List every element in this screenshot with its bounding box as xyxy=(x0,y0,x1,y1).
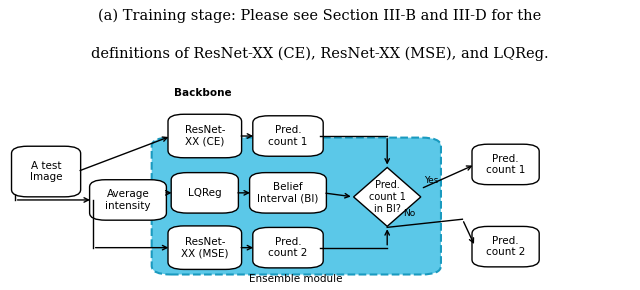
Text: (a) Training stage: Please see Section III-B and III-D for the: (a) Training stage: Please see Section I… xyxy=(99,9,541,23)
FancyBboxPatch shape xyxy=(152,137,441,274)
FancyBboxPatch shape xyxy=(250,173,326,213)
Text: No: No xyxy=(403,209,415,218)
Text: Pred.
count 1: Pred. count 1 xyxy=(268,125,308,147)
FancyBboxPatch shape xyxy=(12,146,81,197)
FancyBboxPatch shape xyxy=(172,173,239,213)
FancyBboxPatch shape xyxy=(253,227,323,268)
Text: Backbone: Backbone xyxy=(174,88,232,98)
FancyBboxPatch shape xyxy=(168,114,242,158)
Text: Belief
Interval (BI): Belief Interval (BI) xyxy=(257,182,319,204)
FancyBboxPatch shape xyxy=(168,226,242,269)
Polygon shape xyxy=(354,168,421,226)
FancyBboxPatch shape xyxy=(90,180,166,220)
FancyBboxPatch shape xyxy=(472,144,540,185)
Text: Pred.
count 1
in BI?: Pred. count 1 in BI? xyxy=(369,180,406,213)
Text: LQReg: LQReg xyxy=(188,188,221,198)
Text: ResNet-
XX (CE): ResNet- XX (CE) xyxy=(184,125,225,147)
FancyBboxPatch shape xyxy=(472,226,540,267)
Text: Pred.
count 1: Pred. count 1 xyxy=(486,154,525,175)
Text: Pred.
count 2: Pred. count 2 xyxy=(268,237,308,258)
Text: Yes: Yes xyxy=(424,176,438,185)
Text: Pred.
count 2: Pred. count 2 xyxy=(486,236,525,258)
FancyBboxPatch shape xyxy=(253,116,323,156)
Text: ResNet-
XX (MSE): ResNet- XX (MSE) xyxy=(181,237,228,258)
Text: Average
intensity: Average intensity xyxy=(105,189,151,211)
Text: Ensemble module: Ensemble module xyxy=(249,274,342,284)
Text: definitions of ResNet-XX (CE), ResNet-XX (MSE), and LQReg.: definitions of ResNet-XX (CE), ResNet-XX… xyxy=(91,46,549,61)
Text: A test
Image: A test Image xyxy=(30,161,62,182)
